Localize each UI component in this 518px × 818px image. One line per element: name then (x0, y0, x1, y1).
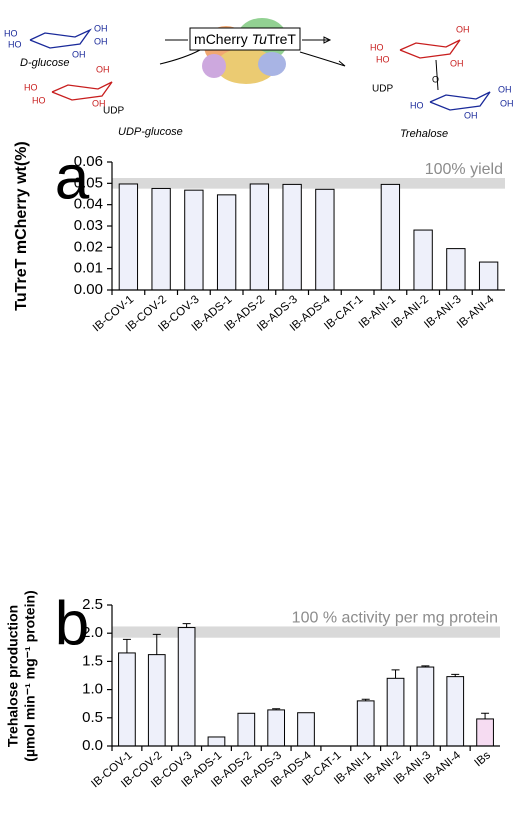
scheme-label: OH (96, 64, 110, 74)
scheme-label: HO (376, 54, 390, 64)
y-tick-label: 2.5 (82, 596, 103, 613)
scheme: mCherry TuTreT (29, 18, 491, 111)
error-bar (481, 712, 490, 719)
bar (147, 654, 166, 747)
y-axis-label: TuTreT mCherry wt(%) (13, 141, 30, 311)
scheme-label: OH (456, 24, 470, 34)
scheme-label: OH (500, 98, 514, 108)
trehalose-ring (399, 39, 461, 59)
scheme-label: OH (72, 49, 86, 59)
glucose-ring (29, 28, 92, 49)
error-bar (451, 673, 460, 677)
scheme-label: HO (8, 39, 22, 49)
annotation: 100% yield (425, 161, 503, 178)
scheme-label: O (432, 74, 439, 84)
scheme-label: OH (450, 58, 464, 68)
bar (413, 229, 433, 291)
y-tick-label: 0.01 (74, 260, 103, 277)
bar (237, 712, 256, 747)
scheme-label: OH (464, 110, 478, 120)
trehalose-ring (429, 91, 491, 111)
y-tick-label: 1.5 (82, 652, 103, 669)
bar (476, 718, 494, 747)
scheme-label: HO (370, 42, 384, 52)
y-tick-label: 0.04 (74, 196, 103, 213)
y-axis-label: Trehalose production (5, 605, 21, 747)
bar (297, 712, 315, 747)
y-tick-label: 0.06 (74, 153, 103, 170)
bar (207, 736, 226, 747)
enzyme-label: mCherry TuTreT (194, 31, 296, 47)
scheme-label: D-glucose (20, 57, 70, 69)
panel-letter: b (55, 589, 89, 658)
error-bar (391, 669, 400, 679)
bar (216, 194, 237, 291)
scheme-label: HO (32, 95, 46, 105)
bar (267, 709, 286, 747)
y-tick-label: 0.02 (74, 238, 103, 255)
y-tick-label: 0.5 (82, 709, 103, 726)
scheme-label: HO (24, 82, 38, 92)
error-bar (272, 708, 281, 710)
bar (446, 676, 465, 747)
axes (111, 162, 505, 291)
scheme-label: UDP-glucose (118, 126, 183, 138)
scheme-label: OH (94, 23, 108, 33)
x-tick-label: IBs (473, 749, 494, 769)
bar (315, 188, 335, 291)
bar (184, 189, 204, 291)
scheme-label: HO (410, 100, 424, 110)
y-tick-label: 0.05 (74, 174, 103, 191)
error-bar (152, 633, 161, 655)
bar (446, 248, 466, 291)
bar (416, 666, 435, 747)
y-tick-label: 0.0 (82, 737, 103, 754)
error-bar (182, 623, 191, 628)
bar (151, 187, 171, 291)
scheme-label: UDP (103, 106, 124, 117)
bar (177, 627, 196, 747)
error-bar (361, 698, 370, 701)
x-tick-label: IB-ANI-4 (455, 293, 497, 331)
error-bar (122, 638, 131, 653)
y-tick-label: 1.0 (82, 681, 103, 698)
bar (380, 183, 401, 291)
y-tick-label: 2.0 (82, 624, 103, 641)
reaction-arrow (165, 36, 346, 67)
panel-letter: a (55, 143, 90, 212)
donor-ring (51, 81, 113, 101)
scheme-label: OH (94, 36, 108, 46)
scheme-label: Trehalose (400, 128, 448, 140)
glycosidic-bond (435, 59, 439, 91)
reaction-arrow (159, 49, 201, 65)
scheme-label: HO (4, 28, 18, 38)
y-tick-label: 0.00 (74, 281, 103, 298)
axes (111, 605, 500, 747)
bar (478, 261, 499, 291)
bar (118, 183, 139, 291)
bar (386, 677, 405, 747)
scheme-label: OH (498, 84, 512, 94)
bar (356, 700, 375, 747)
annotation: 100 % activity per mg protein (292, 610, 498, 627)
scheme-label: OH (92, 98, 106, 108)
error-bar (421, 665, 430, 668)
scheme-label: UDP (372, 84, 393, 95)
y-axis-label: (µmol min⁻¹ mg⁻¹ protein) (22, 590, 38, 761)
enzyme-box (189, 27, 301, 51)
y-tick-label: 0.03 (74, 217, 103, 234)
bar (282, 183, 302, 291)
bar (118, 652, 136, 747)
target-band (112, 626, 500, 638)
bar (249, 183, 270, 291)
target-band (112, 178, 505, 189)
